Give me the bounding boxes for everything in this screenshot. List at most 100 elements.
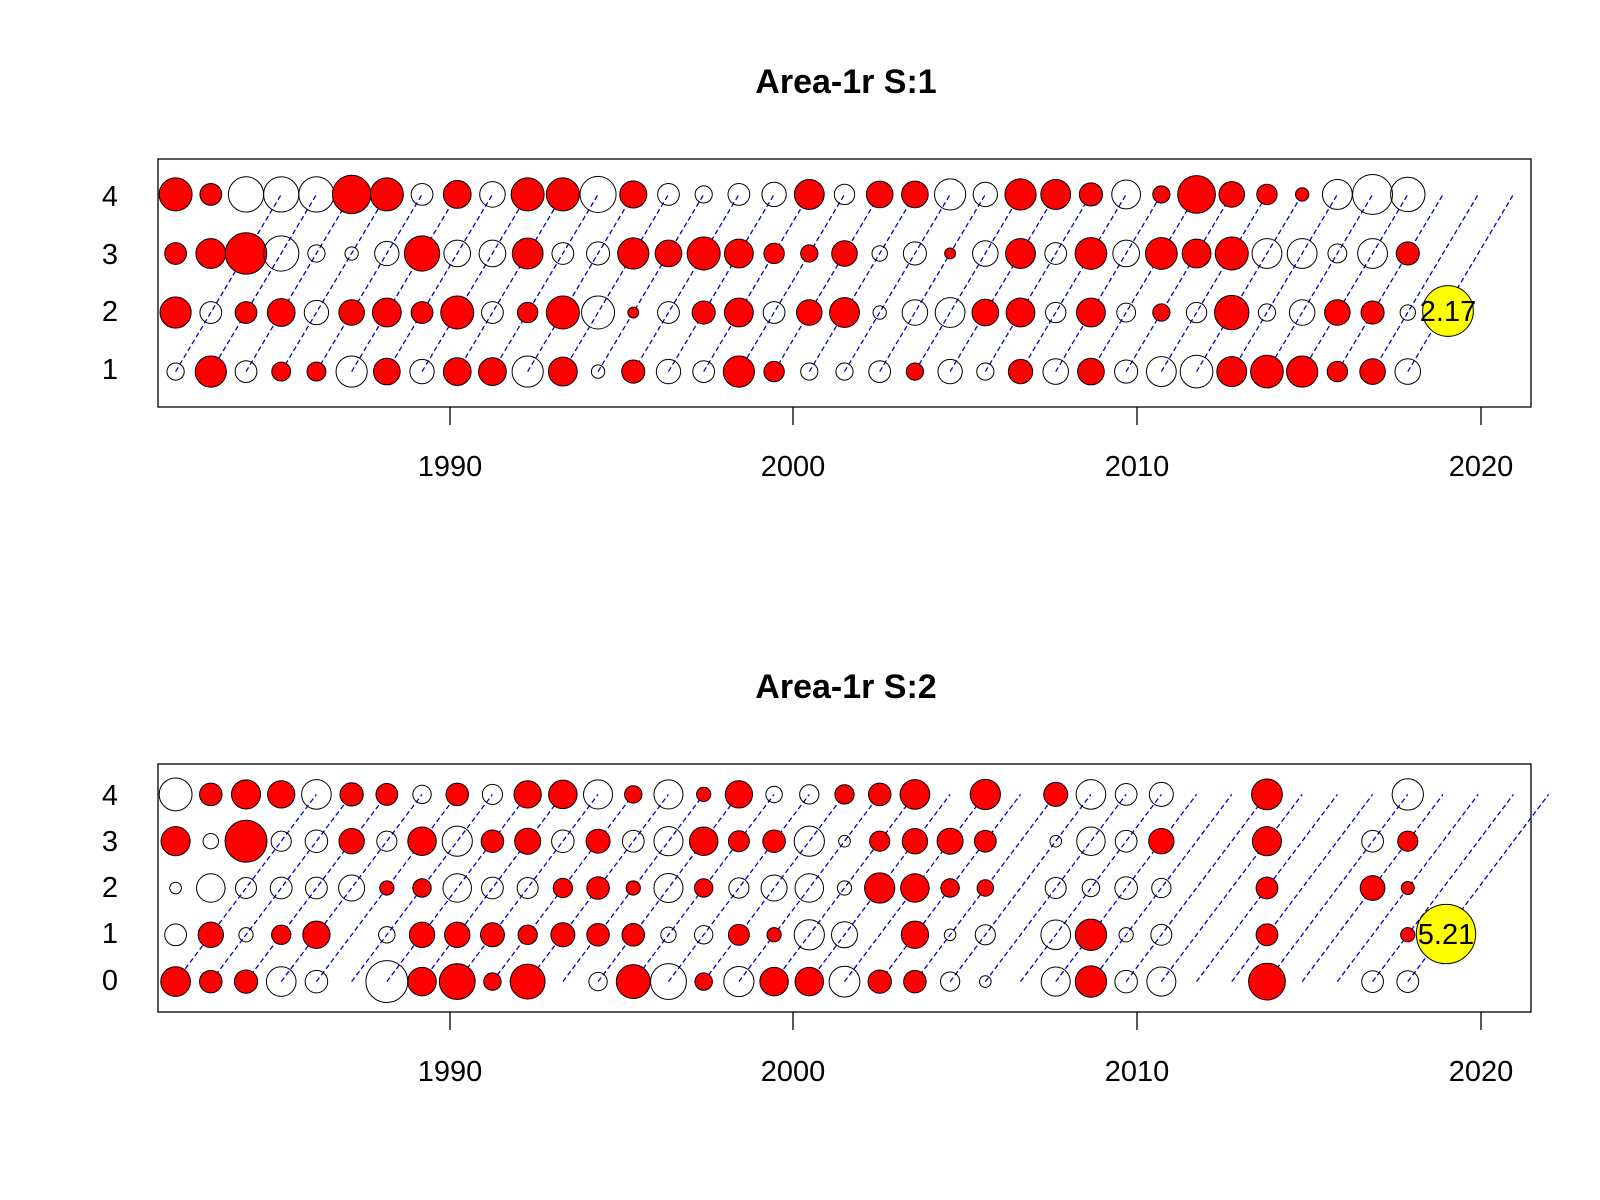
- cohort-line: [984, 794, 1127, 982]
- negative-residual-bubble: [761, 181, 787, 208]
- positive-residual-bubble: [306, 361, 327, 382]
- negative-residual-bubble: [478, 239, 507, 268]
- negative-residual-bubble: [1179, 354, 1214, 389]
- cohort-line: [1090, 194, 1198, 372]
- negative-residual-bubble: [335, 355, 368, 388]
- negative-residual-bubble: [378, 926, 396, 944]
- negative-residual-bubble: [579, 175, 617, 213]
- negative-residual-bubble: [1286, 238, 1318, 269]
- cohort-line: [1195, 194, 1303, 372]
- chart-2-ytick-label: 0: [102, 965, 118, 997]
- positive-residual-bubble: [759, 966, 789, 997]
- positive-residual-bubble: [158, 177, 193, 212]
- cohort-line: [421, 794, 564, 982]
- cohort-line: [843, 794, 986, 982]
- negative-residual-bubble: [943, 928, 957, 942]
- cohort-line: [1266, 794, 1409, 982]
- positive-residual-bubble: [369, 177, 404, 212]
- positive-residual-bubble: [1395, 241, 1420, 266]
- negative-residual-bubble: [263, 235, 300, 272]
- positive-residual-bubble: [547, 356, 578, 387]
- positive-residual-bubble: [379, 880, 395, 896]
- negative-residual-bubble: [760, 874, 788, 902]
- cohort-line: [632, 794, 775, 982]
- positive-residual-bubble: [1005, 238, 1036, 269]
- positive-residual-bubble: [1397, 830, 1419, 852]
- chart-2-ytick-label: 1: [102, 918, 118, 950]
- positive-residual-bubble: [834, 784, 855, 805]
- negative-residual-bubble: [650, 963, 687, 1001]
- negative-residual-bubble: [516, 877, 539, 899]
- positive-residual-bubble: [403, 235, 441, 272]
- cohort-line: [562, 794, 705, 982]
- positive-residual-bubble: [944, 247, 957, 260]
- negative-residual-bubble: [1040, 966, 1071, 997]
- negative-residual-bubble: [1081, 878, 1101, 898]
- positive-residual-bubble: [407, 826, 437, 856]
- positive-residual-bubble: [514, 827, 542, 855]
- cohort-line: [491, 194, 599, 372]
- positive-residual-bubble: [625, 880, 641, 896]
- cohort-line: [667, 794, 810, 982]
- chart-1-ytick-label: 4: [102, 181, 118, 213]
- negative-residual-bubble: [1076, 826, 1106, 856]
- positive-residual-bubble: [1256, 183, 1278, 206]
- positive-residual-bubble: [723, 238, 754, 269]
- negative-residual-bubble: [1044, 877, 1067, 899]
- cohort-line: [703, 794, 846, 982]
- cohort-line: [456, 794, 599, 982]
- positive-residual-bubble: [1077, 357, 1105, 386]
- negative-residual-bubble: [694, 185, 713, 204]
- positive-residual-bubble: [1181, 238, 1212, 269]
- negative-residual-bubble: [1150, 923, 1173, 946]
- chart-1-xtick-label: 2020: [1449, 451, 1514, 483]
- cohort-line: [351, 194, 458, 372]
- negative-residual-bubble: [481, 301, 504, 324]
- chart-2-title: Area-1r S:2: [755, 668, 936, 706]
- negative-residual-bubble: [1114, 829, 1138, 853]
- cohort-line: [879, 794, 1022, 982]
- chart-2-legend: 5.21: [1415, 903, 1477, 965]
- negative-residual-bubble: [412, 784, 432, 805]
- cohort-line: [280, 794, 423, 982]
- negative-residual-bubble: [974, 924, 996, 946]
- positive-residual-bubble: [1148, 828, 1175, 855]
- positive-residual-bubble: [545, 177, 580, 212]
- chart-1-xtick-label: 1990: [418, 451, 483, 483]
- positive-residual-bubble: [1074, 237, 1108, 270]
- cohort-line: [175, 794, 317, 982]
- positive-residual-bubble: [548, 779, 578, 810]
- negative-residual-bubble: [872, 305, 887, 320]
- positive-residual-bubble: [338, 299, 365, 326]
- positive-residual-bubble: [159, 296, 192, 329]
- negative-residual-bubble: [833, 183, 856, 206]
- negative-residual-bubble: [590, 364, 606, 379]
- negative-residual-bubble: [1114, 783, 1138, 806]
- chart-panel-1: Area-1r S:1 1 2 3 4 1990 2000 2010 2020 …: [102, 63, 1532, 483]
- cohort-line: [421, 194, 529, 372]
- positive-residual-bubble: [1144, 237, 1178, 270]
- cohort-line: [1090, 794, 1233, 982]
- cohort-line: [703, 194, 810, 372]
- positive-residual-bubble: [164, 242, 187, 265]
- negative-residual-bubble: [653, 826, 684, 857]
- cohort-line: [1301, 794, 1444, 982]
- positive-residual-bubble: [793, 179, 825, 210]
- positive-residual-bubble: [903, 969, 927, 994]
- positive-residual-bubble: [445, 782, 470, 807]
- positive-residual-bubble: [619, 180, 648, 209]
- negative-residual-bubble: [621, 829, 645, 853]
- negative-residual-bubble: [1399, 304, 1416, 321]
- negative-residual-bubble: [693, 925, 714, 945]
- positive-residual-bubble: [233, 969, 259, 994]
- positive-residual-bubble: [586, 923, 610, 947]
- cohort-line: [175, 194, 282, 372]
- negative-residual-bubble: [1357, 238, 1388, 269]
- chart-2-cohort-lines: [175, 794, 1550, 982]
- positive-residual-bubble: [1074, 918, 1108, 951]
- cohort-line: [738, 194, 846, 372]
- cohort-line: [773, 194, 881, 372]
- cohort-line: [808, 194, 916, 372]
- positive-residual-bubble: [727, 923, 750, 946]
